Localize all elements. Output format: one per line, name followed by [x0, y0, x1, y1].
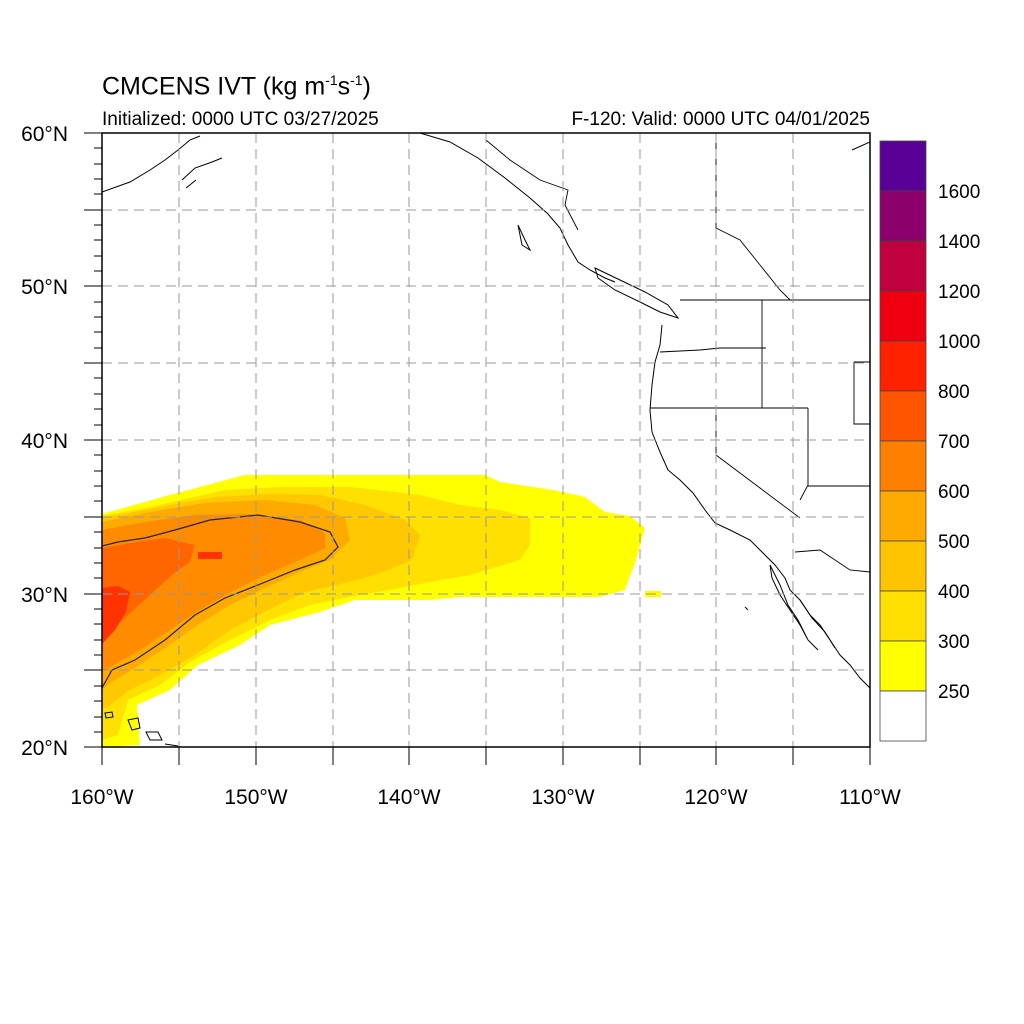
- colorbar-swatch: [879, 290, 927, 342]
- colorbar-swatch: [879, 690, 927, 742]
- colorbar-swatch: [879, 340, 927, 392]
- lat-label: 60°N: [21, 123, 68, 146]
- colorbar: [879, 140, 927, 742]
- ivt-patch: [198, 552, 222, 559]
- hawaii-islands: [104, 711, 179, 747]
- alaska-peninsula: [102, 135, 201, 193]
- colorbar-swatch: [879, 590, 927, 642]
- hawaii-big-island: [127, 717, 141, 731]
- colorbar-label: 700: [938, 432, 970, 453]
- axis-minor-ticks: [94, 147, 102, 733]
- lat-labels: 60°N 50°N 40°N 30°N 20°N: [21, 123, 68, 760]
- colorbar-label: 400: [938, 582, 970, 603]
- political-borders: [485, 133, 870, 573]
- colorbar-label: 1600: [938, 182, 980, 203]
- valid-time: F-120: Valid: 0000 UTC 04/01/2025: [571, 109, 870, 130]
- ivt-band-800: [102, 586, 130, 644]
- colorbar-swatch: [879, 140, 927, 192]
- colorbar-label: 800: [938, 382, 970, 403]
- colorbar-swatch: [879, 390, 927, 442]
- lon-labels: 160°W 150°W 140°W 130°W 120°W 110°W: [70, 786, 901, 809]
- vancouver-island: [594, 267, 680, 319]
- map-title: CMCENS IVT (kg m-1s-1): [102, 72, 371, 101]
- colorbar-label: 250: [938, 682, 970, 703]
- nw-corner-coast: [851, 141, 870, 151]
- colorbar-label: 500: [938, 532, 970, 553]
- baja-peninsula: [769, 564, 819, 651]
- channel-islands: [744, 606, 749, 611]
- ivt-band-700: [102, 538, 195, 640]
- lon-label: 150°W: [224, 786, 287, 809]
- bc-alaska-border: [485, 139, 579, 231]
- colorbar-swatch: [879, 540, 927, 592]
- axis-ticks: [84, 132, 871, 765]
- lon-label: 160°W: [70, 786, 133, 809]
- colorbar-swatch: [879, 240, 927, 292]
- colorbar-label: 300: [938, 632, 970, 653]
- lat-label: 30°N: [21, 584, 68, 607]
- colorbar-swatch: [879, 440, 927, 492]
- gridlines: [102, 133, 870, 747]
- wyoming-border: [853, 361, 870, 425]
- colorbar-label: 600: [938, 482, 970, 503]
- initialized-time: Initialized: 0000 UTC 03/27/2025: [102, 109, 379, 130]
- lat-label: 40°N: [21, 430, 68, 453]
- colorbar-labels: 1600 1400 1200 1000 800 700 600 500 400 300 250: [938, 182, 980, 703]
- lon-label: 140°W: [377, 786, 440, 809]
- washington-oregon-border: [659, 347, 766, 353]
- colorbar-label: 1200: [938, 282, 980, 303]
- lat-label: 20°N: [21, 737, 68, 760]
- nevada-arizona-border: [799, 408, 809, 501]
- colorbar-label: 1400: [938, 232, 980, 253]
- kodiak-islands: [181, 157, 223, 189]
- colorbar-label: 1000: [938, 332, 980, 353]
- gulf-of-california: [799, 599, 836, 649]
- colorbar-swatch: [879, 640, 927, 692]
- ivt-contour-700: [102, 514, 339, 689]
- bc-alberta-border: [715, 133, 791, 301]
- colorbar-swatch: [879, 490, 927, 542]
- lat-label: 50°N: [21, 276, 68, 299]
- mexico-border: [794, 549, 870, 573]
- lon-label: 130°W: [531, 786, 594, 809]
- ivt-shading: [102, 475, 661, 747]
- colorbar-swatch: [879, 190, 927, 242]
- haida-gwaii: [517, 224, 532, 252]
- lon-label: 110°W: [839, 786, 901, 809]
- us-west-coast: [649, 324, 870, 689]
- nevada-california-border: [715, 408, 801, 519]
- lon-label: 120°W: [684, 786, 747, 809]
- alaska-southeast-coast: [419, 133, 616, 283]
